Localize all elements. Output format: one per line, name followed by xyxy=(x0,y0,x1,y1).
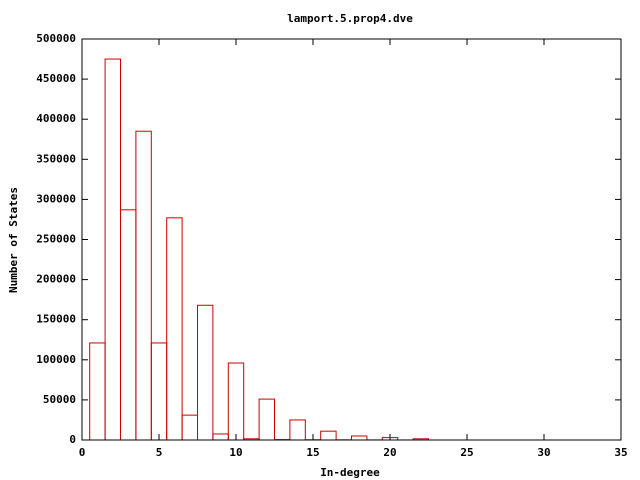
x-tick-label: 5 xyxy=(156,446,163,459)
y-tick-label: 0 xyxy=(69,433,76,446)
y-tick-label: 100000 xyxy=(36,353,76,366)
y-tick-label: 250000 xyxy=(36,233,76,246)
bar xyxy=(89,342,106,441)
bar xyxy=(166,217,183,441)
bar xyxy=(150,342,168,441)
y-tick-label: 200000 xyxy=(36,273,76,286)
y-tick-label: 500000 xyxy=(36,32,76,45)
bar xyxy=(135,130,152,441)
bar xyxy=(258,398,276,441)
x-tick-label: 20 xyxy=(383,446,396,459)
bar xyxy=(104,58,121,441)
x-tick-label: 25 xyxy=(460,446,473,459)
bar xyxy=(181,414,199,441)
bar xyxy=(197,304,214,441)
x-tick-label: 0 xyxy=(79,446,86,459)
x-tick-label: 15 xyxy=(306,446,319,459)
bar xyxy=(351,435,368,441)
bar xyxy=(320,430,337,441)
y-tick-label: 300000 xyxy=(36,192,76,205)
bar xyxy=(289,419,306,441)
bar xyxy=(120,209,137,441)
bar xyxy=(227,362,245,441)
y-tick-label: 150000 xyxy=(36,313,76,326)
x-tick-label: 35 xyxy=(614,446,627,459)
y-tick-label: 400000 xyxy=(36,112,76,125)
x-tick-label: 30 xyxy=(537,446,550,459)
y-tick-label: 50000 xyxy=(43,393,76,406)
x-axis-label: In-degree xyxy=(320,466,380,479)
y-tick-label: 450000 xyxy=(36,72,76,85)
x-tick-label: 10 xyxy=(229,446,242,459)
y-tick-label: 350000 xyxy=(36,152,76,165)
plot-frame xyxy=(81,38,622,441)
y-axis-label: Number of States xyxy=(7,187,20,293)
bar xyxy=(212,433,229,441)
chart-title: lamport.5.prop4.dve xyxy=(287,12,413,25)
